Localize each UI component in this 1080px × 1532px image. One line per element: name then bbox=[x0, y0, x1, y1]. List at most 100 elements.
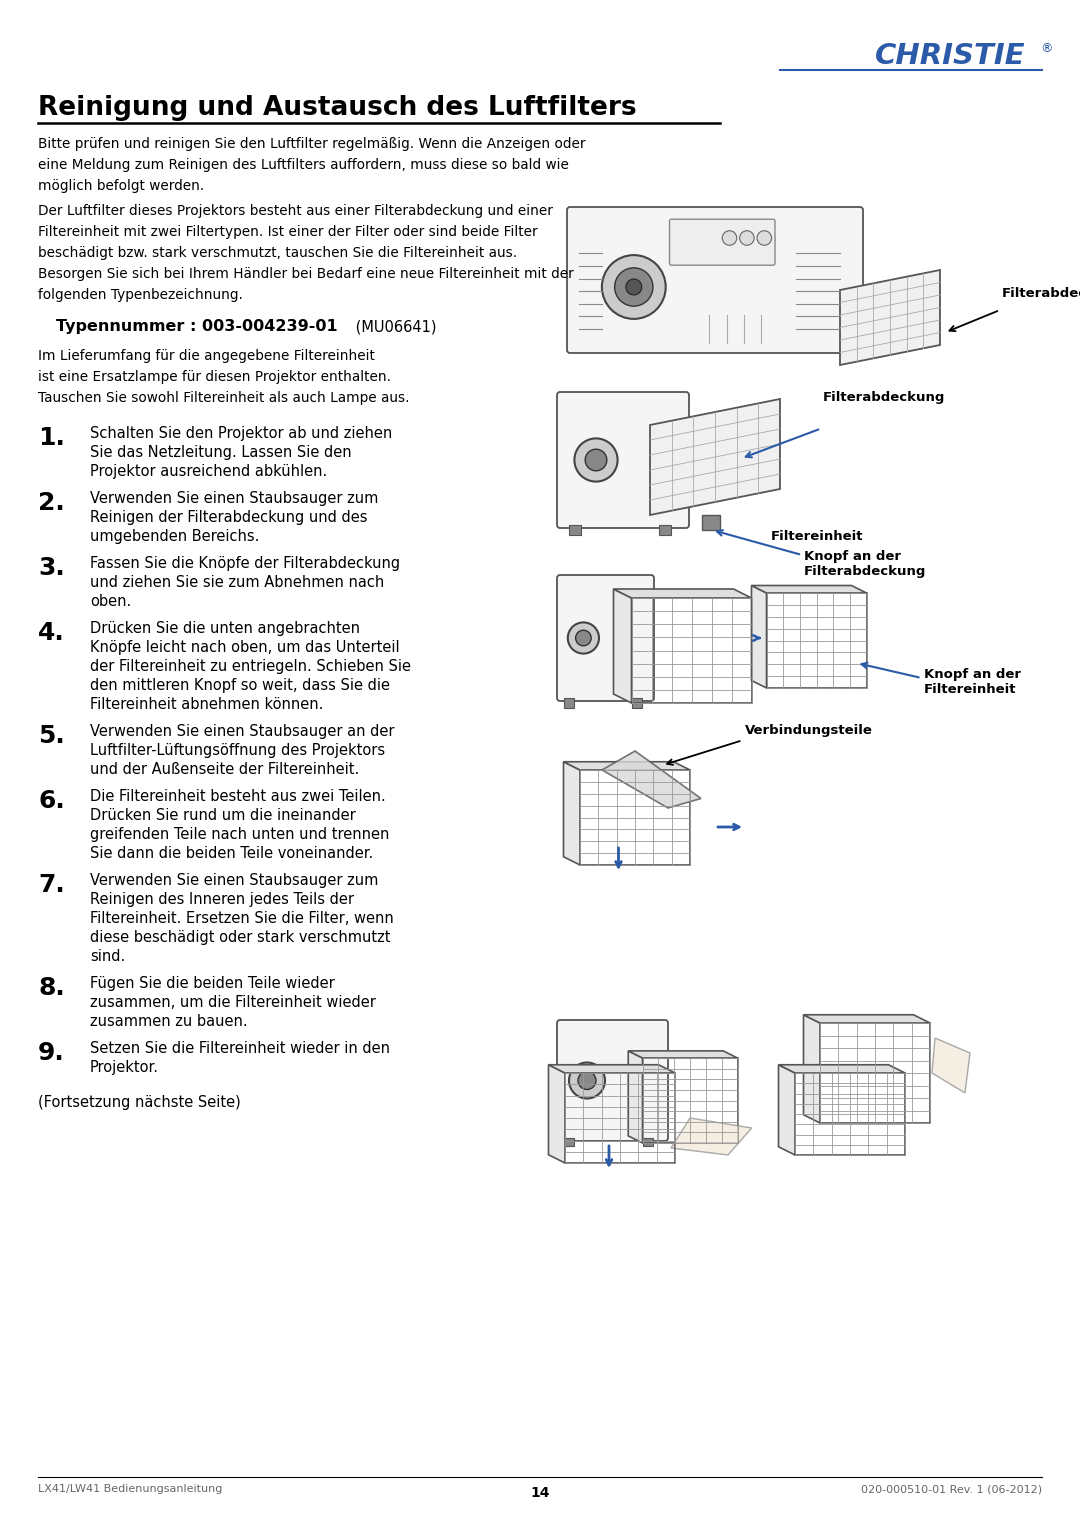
Text: Sie dann die beiden Teile voneinander.: Sie dann die beiden Teile voneinander. bbox=[90, 846, 374, 861]
Text: Typennummer : 003-004239-01: Typennummer : 003-004239-01 bbox=[56, 319, 338, 334]
Text: Knopf an der
Filtereinheit: Knopf an der Filtereinheit bbox=[923, 668, 1021, 696]
Text: Reinigen des Inneren jedes Teils der: Reinigen des Inneren jedes Teils der bbox=[90, 892, 354, 907]
Circle shape bbox=[602, 256, 665, 319]
Circle shape bbox=[757, 231, 771, 245]
Bar bbox=[569, 525, 581, 535]
Text: folgenden Typenbezeichnung.: folgenden Typenbezeichnung. bbox=[38, 288, 243, 302]
Bar bbox=[820, 1023, 930, 1123]
Bar bbox=[564, 1138, 573, 1146]
Text: Drücken Sie rund um die ineinander: Drücken Sie rund um die ineinander bbox=[90, 807, 355, 823]
Text: oben.: oben. bbox=[90, 594, 132, 610]
Text: Reinigung und Austausch des Luftfilters: Reinigung und Austausch des Luftfilters bbox=[38, 95, 636, 121]
Text: 4.: 4. bbox=[38, 620, 65, 645]
Bar bbox=[632, 699, 642, 708]
Text: Reinigen der Filterabdeckung und des: Reinigen der Filterabdeckung und des bbox=[90, 510, 367, 525]
Text: (Fortsetzung nächste Seite): (Fortsetzung nächste Seite) bbox=[38, 1095, 241, 1111]
Text: 5.: 5. bbox=[38, 725, 65, 748]
Text: Tauschen Sie sowohl Filtereinheit als auch Lampe aus.: Tauschen Sie sowohl Filtereinheit als au… bbox=[38, 391, 409, 404]
Polygon shape bbox=[752, 585, 767, 688]
Circle shape bbox=[578, 1071, 596, 1089]
Circle shape bbox=[625, 279, 642, 296]
Bar bbox=[659, 525, 671, 535]
Polygon shape bbox=[613, 588, 632, 703]
Text: Der Luftfilter dieses Projektors besteht aus einer Filterabdeckung und einer: Der Luftfilter dieses Projektors besteht… bbox=[38, 204, 553, 218]
Text: beschädigt bzw. stark verschmutzt, tauschen Sie die Filtereinheit aus.: beschädigt bzw. stark verschmutzt, tausc… bbox=[38, 247, 517, 260]
FancyBboxPatch shape bbox=[557, 574, 654, 702]
Text: eine Meldung zum Reinigen des Luftfilters auffordern, muss diese so bald wie: eine Meldung zum Reinigen des Luftfilter… bbox=[38, 158, 569, 172]
Text: Verwenden Sie einen Staubsauger an der: Verwenden Sie einen Staubsauger an der bbox=[90, 725, 394, 738]
Circle shape bbox=[740, 231, 754, 245]
Polygon shape bbox=[932, 1039, 970, 1092]
Polygon shape bbox=[549, 1065, 565, 1163]
Text: Die Filtereinheit besteht aus zwei Teilen.: Die Filtereinheit besteht aus zwei Teile… bbox=[90, 789, 386, 804]
Bar bbox=[795, 1072, 905, 1155]
Polygon shape bbox=[629, 1051, 643, 1143]
Polygon shape bbox=[564, 761, 690, 771]
Polygon shape bbox=[752, 585, 866, 593]
Text: 14: 14 bbox=[530, 1486, 550, 1500]
Text: LX41/LW41 Bedienungsanleitung: LX41/LW41 Bedienungsanleitung bbox=[38, 1485, 222, 1494]
Text: diese beschädigt oder stark verschmutzt: diese beschädigt oder stark verschmutzt bbox=[90, 930, 391, 945]
FancyBboxPatch shape bbox=[567, 207, 863, 352]
Text: Schalten Sie den Projektor ab und ziehen: Schalten Sie den Projektor ab und ziehen bbox=[90, 426, 392, 441]
Text: den mittleren Knopf so weit, dass Sie die: den mittleren Knopf so weit, dass Sie di… bbox=[90, 679, 390, 692]
Text: 9.: 9. bbox=[38, 1042, 65, 1065]
Text: zusammen, um die Filtereinheit wieder: zusammen, um die Filtereinheit wieder bbox=[90, 994, 376, 1010]
Text: Verwenden Sie einen Staubsauger zum: Verwenden Sie einen Staubsauger zum bbox=[90, 490, 378, 506]
Bar bbox=[643, 1138, 652, 1146]
Text: möglich befolgt werden.: möglich befolgt werden. bbox=[38, 179, 204, 193]
Polygon shape bbox=[629, 1051, 738, 1059]
Circle shape bbox=[723, 231, 737, 245]
Polygon shape bbox=[602, 751, 701, 807]
Text: Filterabdeckung: Filterabdeckung bbox=[823, 391, 945, 403]
Text: Luftfilter-Lüftungsöffnung des Projektors: Luftfilter-Lüftungsöffnung des Projektor… bbox=[90, 743, 386, 758]
Text: Knopf an der
Filterabdeckung: Knopf an der Filterabdeckung bbox=[804, 550, 927, 578]
Text: Setzen Sie die Filtereinheit wieder in den: Setzen Sie die Filtereinheit wieder in d… bbox=[90, 1042, 390, 1056]
Circle shape bbox=[576, 630, 591, 647]
Text: ist eine Ersatzlampe für diesen Projektor enthalten.: ist eine Ersatzlampe für diesen Projekto… bbox=[38, 371, 391, 385]
Bar bbox=[580, 771, 690, 866]
Text: greifenden Teile nach unten und trennen: greifenden Teile nach unten und trennen bbox=[90, 827, 390, 843]
Text: Filtereinheit. Ersetzen Sie die Filter, wenn: Filtereinheit. Ersetzen Sie die Filter, … bbox=[90, 912, 394, 925]
Polygon shape bbox=[650, 398, 780, 515]
Polygon shape bbox=[779, 1065, 795, 1155]
Text: 6.: 6. bbox=[38, 789, 65, 813]
Polygon shape bbox=[613, 588, 752, 597]
Text: Im Lieferumfang für die angegebene Filtereinheit: Im Lieferumfang für die angegebene Filte… bbox=[38, 349, 375, 363]
Text: Verbindungsteile: Verbindungsteile bbox=[744, 725, 873, 737]
Circle shape bbox=[615, 268, 653, 306]
Text: Filtereinheit mit zwei Filtertypen. Ist einer der Filter oder sind beide Filter: Filtereinheit mit zwei Filtertypen. Ist … bbox=[38, 225, 538, 239]
Text: Verwenden Sie einen Staubsauger zum: Verwenden Sie einen Staubsauger zum bbox=[90, 873, 378, 889]
FancyBboxPatch shape bbox=[670, 219, 775, 265]
Circle shape bbox=[569, 1063, 605, 1098]
Text: und ziehen Sie sie zum Abnehmen nach: und ziehen Sie sie zum Abnehmen nach bbox=[90, 574, 384, 590]
Text: Fügen Sie die beiden Teile wieder: Fügen Sie die beiden Teile wieder bbox=[90, 976, 335, 991]
Bar bbox=[632, 597, 752, 703]
FancyBboxPatch shape bbox=[557, 1020, 669, 1141]
Text: Filterabdeckung: Filterabdeckung bbox=[1002, 286, 1080, 300]
Text: der Filtereinheit zu entriegeln. Schieben Sie: der Filtereinheit zu entriegeln. Schiebe… bbox=[90, 659, 411, 674]
Text: Drücken Sie die unten angebrachten: Drücken Sie die unten angebrachten bbox=[90, 620, 360, 636]
Text: Bitte prüfen und reinigen Sie den Luftfilter regelmäßig. Wenn die Anzeigen oder: Bitte prüfen und reinigen Sie den Luftfi… bbox=[38, 136, 585, 152]
Bar bbox=[702, 515, 720, 530]
Text: 7.: 7. bbox=[38, 873, 65, 898]
Text: Sie das Netzleitung. Lassen Sie den: Sie das Netzleitung. Lassen Sie den bbox=[90, 444, 352, 460]
Circle shape bbox=[568, 622, 599, 654]
Polygon shape bbox=[779, 1065, 905, 1072]
Text: 8.: 8. bbox=[38, 976, 65, 1000]
Polygon shape bbox=[549, 1065, 675, 1072]
Bar bbox=[643, 1059, 738, 1143]
FancyBboxPatch shape bbox=[557, 392, 689, 529]
Bar bbox=[565, 1072, 675, 1163]
Text: Besorgen Sie sich bei Ihrem Händler bei Bedarf eine neue Filtereinheit mit der: Besorgen Sie sich bei Ihrem Händler bei … bbox=[38, 267, 573, 280]
Polygon shape bbox=[804, 1014, 820, 1123]
Text: und der Außenseite der Filtereinheit.: und der Außenseite der Filtereinheit. bbox=[90, 761, 360, 777]
Text: umgebenden Bereichs.: umgebenden Bereichs. bbox=[90, 529, 259, 544]
Text: ®: ® bbox=[1040, 41, 1053, 55]
Text: sind.: sind. bbox=[90, 948, 125, 964]
Text: 1.: 1. bbox=[38, 426, 65, 450]
Circle shape bbox=[575, 438, 618, 481]
Polygon shape bbox=[840, 270, 940, 365]
Text: Knöpfe leicht nach oben, um das Unterteil: Knöpfe leicht nach oben, um das Untertei… bbox=[90, 640, 400, 656]
Bar bbox=[767, 593, 866, 688]
